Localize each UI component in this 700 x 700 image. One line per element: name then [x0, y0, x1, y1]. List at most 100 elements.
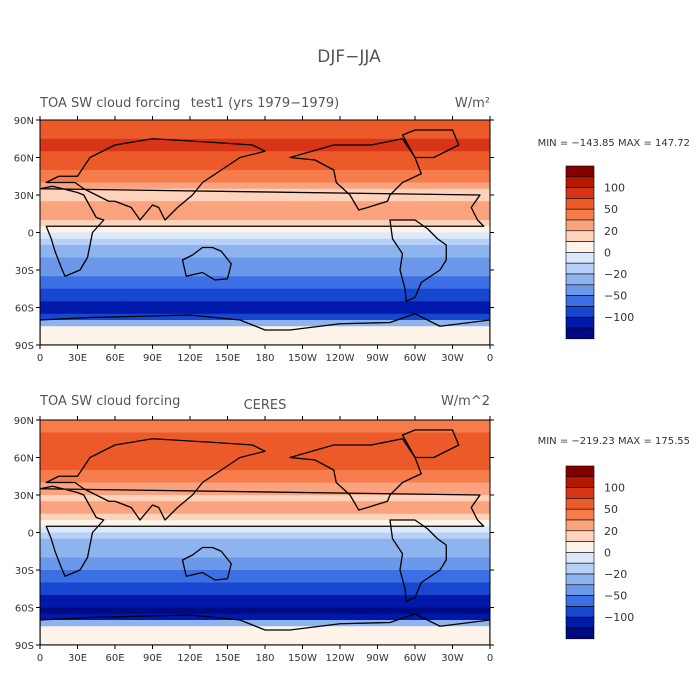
heatmap-band	[40, 463, 490, 471]
colorbar-label: −20	[604, 268, 627, 281]
x-tick-label: 60W	[404, 653, 427, 664]
x-tick-label: 120E	[177, 353, 202, 364]
coastline	[45, 438, 266, 521]
heatmap-band	[40, 507, 490, 515]
heatmap-band	[40, 282, 490, 290]
panel-1-stats: MIN = −143.85 MAX = 147.72	[538, 138, 690, 149]
colorbar-swatch	[565, 327, 595, 340]
coastline	[181, 546, 232, 581]
x-tick-label: 120W	[326, 353, 355, 364]
x-tick-label: 90E	[143, 653, 162, 664]
colorbar-swatch	[565, 476, 595, 488]
coastline	[40, 485, 485, 577]
heatmap-band	[40, 163, 490, 171]
y-tick-label: 60S	[15, 604, 34, 615]
coastline	[289, 138, 422, 211]
heatmap-band	[40, 532, 490, 540]
heatmap-band	[40, 582, 490, 590]
panel-2-stats: MIN = −219.23 MAX = 175.55	[538, 436, 690, 447]
heatmap-band	[40, 563, 490, 571]
colorbar-label: 100	[604, 182, 625, 195]
y-tick-label: 30S	[15, 566, 34, 577]
y-tick-label: 0	[28, 229, 34, 240]
heatmap-band	[40, 176, 490, 183]
colorbar-swatch	[565, 627, 595, 640]
heatmap-band	[40, 620, 490, 627]
colorbar-swatch	[565, 584, 595, 596]
heatmap-band	[40, 595, 490, 602]
heatmap-band	[40, 445, 490, 452]
colorbar-swatch	[565, 208, 595, 221]
panel-2-colorbar: 100 50 20 0 −20 −50 −100	[565, 465, 634, 640]
heatmap-band	[40, 251, 490, 258]
heatmap-band	[40, 426, 490, 433]
heatmap-band	[40, 501, 490, 508]
heatmap-band	[40, 338, 490, 345]
heatmap-field	[40, 120, 490, 345]
colorbar-swatch	[565, 519, 595, 532]
colorbar-swatch	[565, 241, 595, 253]
colorbar-swatch	[565, 273, 595, 286]
y-tick-label: 30S	[15, 266, 34, 277]
y-tick-label: 90S	[15, 341, 34, 352]
colorbar-swatch	[565, 252, 595, 264]
x-tick-label: 30W	[441, 653, 464, 664]
colorbar-label: 0	[604, 246, 611, 259]
x-tick-label: 120W	[326, 653, 355, 664]
y-tick-label: 90S	[15, 641, 34, 652]
heatmap-band	[40, 513, 490, 521]
x-tick-label: 150E	[215, 353, 240, 364]
colorbar-swatch	[565, 187, 595, 199]
colorbar-swatch	[565, 219, 595, 232]
heatmap-band	[40, 232, 490, 240]
heatmap-band	[40, 213, 490, 221]
panel-1-units: W/m²	[455, 96, 490, 111]
colorbar-swatch	[565, 606, 595, 618]
colorbar-swatch	[565, 562, 595, 575]
x-tick-label: 150W	[288, 653, 317, 664]
y-tick-label: 90N	[14, 416, 34, 427]
heatmap-band	[40, 126, 490, 133]
y-tick-label: 30N	[14, 491, 34, 502]
colorbar-swatch	[565, 616, 595, 629]
heatmap-band	[40, 263, 490, 271]
x-tick-label: 60E	[105, 353, 124, 364]
heatmap-band	[40, 538, 490, 546]
colorbar-label: 20	[604, 225, 618, 238]
heatmap-band	[40, 482, 490, 490]
x-tick-label: 180	[255, 653, 274, 664]
colorbar-swatch	[565, 595, 595, 607]
heatmap-band	[40, 295, 490, 302]
heatmap-band	[40, 432, 490, 440]
heatmap-band	[40, 545, 490, 552]
heatmap-band	[40, 588, 490, 596]
colorbar-label: 50	[604, 203, 618, 216]
y-tick-label: 60N	[14, 154, 34, 165]
heatmap-band	[40, 182, 490, 190]
heatmap-band	[40, 201, 490, 208]
coastline	[389, 519, 447, 602]
heatmap-band	[40, 220, 490, 227]
colorbar-label: 100	[604, 482, 625, 495]
colorbar-label: 0	[604, 546, 611, 559]
heatmap-band	[40, 438, 490, 446]
heatmap-band	[40, 332, 490, 340]
colorbar-label: −20	[604, 568, 627, 581]
colorbar-swatch	[565, 465, 595, 478]
y-tick-label: 90N	[14, 116, 34, 127]
heatmap-band	[40, 313, 490, 321]
heatmap-band	[40, 570, 490, 577]
coastline	[181, 246, 232, 281]
heatmap-band	[40, 288, 490, 296]
coastline	[401, 129, 460, 159]
heatmap-band	[40, 207, 490, 215]
x-tick-label: 30W	[441, 353, 464, 364]
x-tick-label: 150E	[215, 653, 240, 664]
x-tick-label: 60W	[404, 353, 427, 364]
heatmap-band	[40, 451, 490, 458]
heatmap-band	[40, 601, 490, 608]
colorbar-swatch	[565, 573, 595, 586]
heatmap-band	[40, 195, 490, 202]
colorbar-swatch	[565, 295, 595, 307]
coastline	[40, 185, 485, 277]
